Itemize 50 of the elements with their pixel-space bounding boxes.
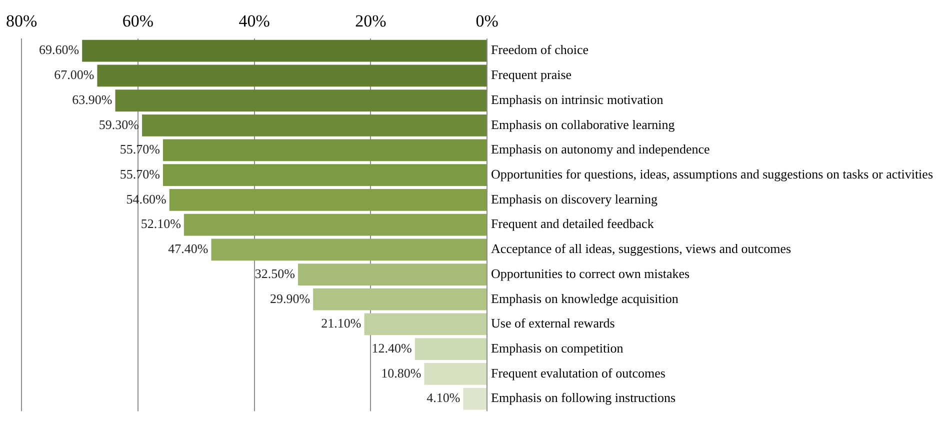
bar [142,114,487,136]
y-tick-label: Use of external rewards [491,316,615,331]
bar [97,64,487,87]
y-tick-label: Acceptance of all ideas, suggestions, views and outcomes [491,241,792,256]
data-label: 69.60% [38,42,80,58]
data-label: 55.70% [120,142,160,157]
y-tick-label: Emphasis on following instructions [491,390,676,406]
y-tick-label: Frequent praise [491,67,572,82]
data-label: 12.40% [372,340,412,356]
y-tick-label: Freedom of choice [491,42,589,58]
data-label: 10.80% [381,365,422,380]
bar [211,238,487,261]
data-label: 59.30% [98,116,140,132]
y-tick-label: Emphasis on discovery learning [491,191,658,206]
y-tick-label: Emphasis on autonomy and independence [491,142,710,157]
x-tick-label: 60% [122,12,154,31]
y-tick-label: Emphasis on knowledge acquisition [491,290,679,306]
bar [184,214,487,236]
data-label: 47.40% [168,241,208,256]
y-tick-label: Emphasis on collaborative learning [491,116,676,132]
bar [364,313,487,336]
bar [162,139,487,162]
y-tick-label: Emphasis on intrinsic motivation [491,92,664,107]
bar [463,388,487,410]
x-tick-label: 80% [6,12,38,31]
y-tick-label: Frequent evalutation of outcomes [491,365,666,380]
x-tick-label: 0% [476,12,498,31]
data-label: 63.90% [72,92,112,107]
data-label: 54.60% [126,191,167,206]
data-label: 52.10% [140,216,182,232]
bar [424,362,487,385]
bar [82,40,487,62]
x-tick-label: 20% [355,12,386,31]
y-tick-label: Opportunities to correct own mistakes [491,266,690,281]
y-tick-label: Frequent and detailed feedback [491,216,654,232]
data-label: 32.50% [254,266,296,281]
data-label: 67.00% [54,67,94,82]
bar [298,264,487,286]
bar [169,189,487,211]
data-label: 4.10% [426,390,460,406]
data-label: 21.10% [321,316,362,331]
bar [115,90,487,112]
y-tick-label: Emphasis on competition [491,340,624,356]
bar [414,338,487,360]
bar [313,288,487,310]
data-label: 55.70% [120,166,160,182]
bar [162,164,487,186]
data-label: 29.90% [270,290,310,306]
y-tick-label: Opportunities for questions, ideas, assumptions and suggestions on tasks or activities [491,166,934,182]
x-tick-label: 40% [238,12,270,31]
